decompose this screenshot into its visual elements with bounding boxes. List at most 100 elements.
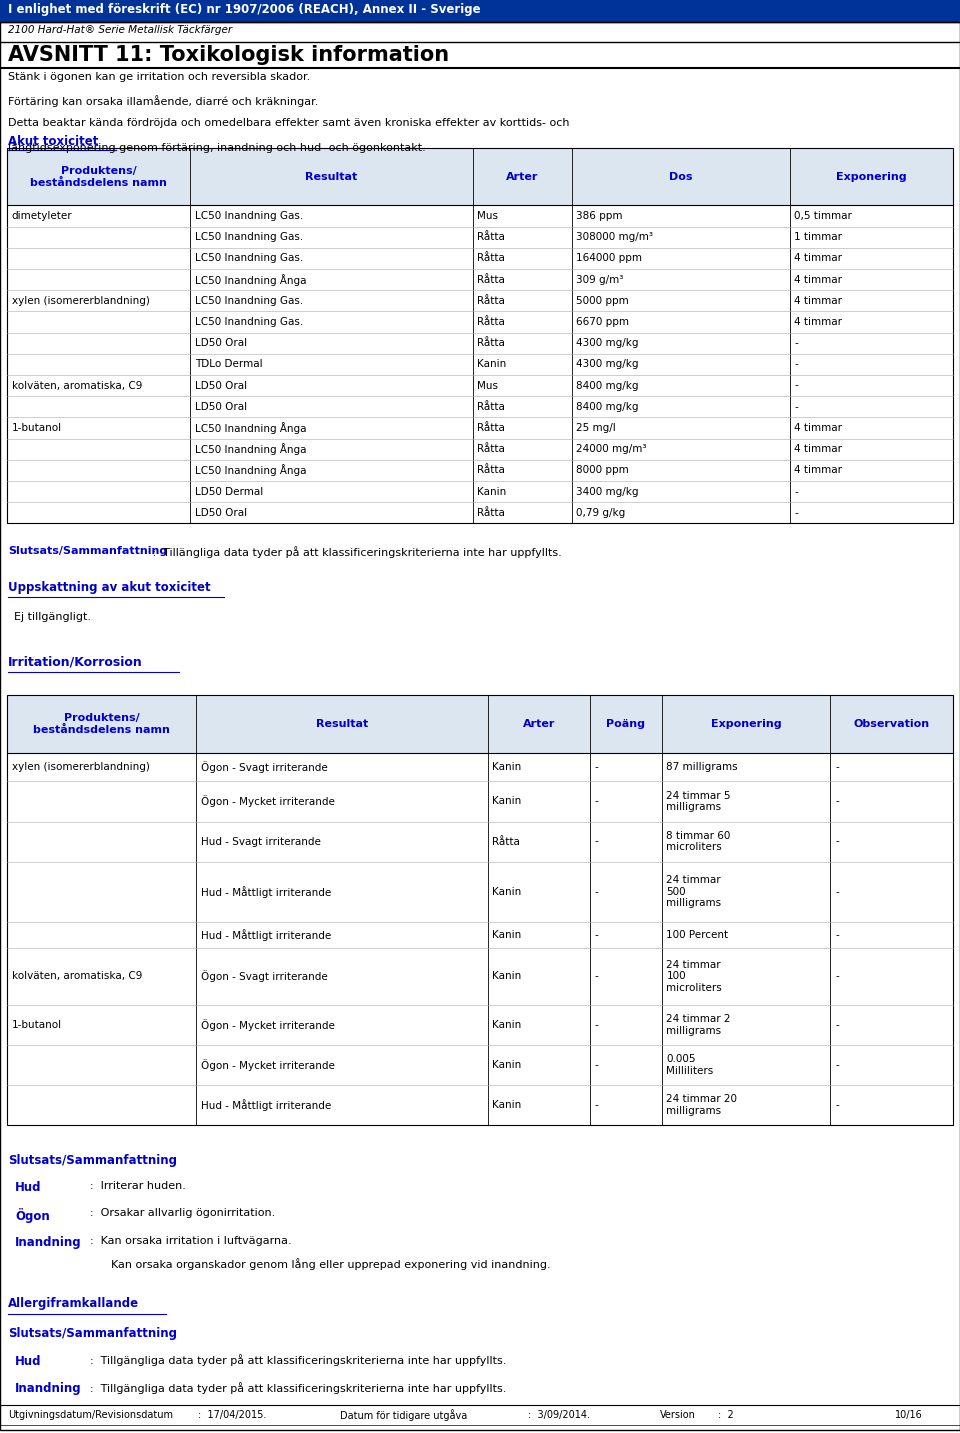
Text: -: -: [595, 1101, 598, 1111]
Text: Hud: Hud: [15, 1181, 41, 1194]
Bar: [7, 695, 953, 752]
Text: 24 timmar
500
milligrams: 24 timmar 500 milligrams: [666, 876, 722, 909]
Text: 0.005
Milliliters: 0.005 Milliliters: [666, 1055, 713, 1076]
Text: 386 ppm: 386 ppm: [576, 211, 623, 221]
Bar: [7, 148, 953, 523]
Text: Råtta: Råtta: [477, 295, 505, 305]
Text: Råtta: Råtta: [477, 466, 505, 476]
Text: :  2: : 2: [718, 1410, 733, 1420]
Text: Kanin: Kanin: [492, 797, 521, 807]
Text: 2100 Hard-Hat® Serie Metallisk Täckfärger: 2100 Hard-Hat® Serie Metallisk Täckfärge…: [8, 24, 232, 34]
Text: Kan orsaka organskador genom lång eller upprepad exponering vid inandning.: Kan orsaka organskador genom lång eller …: [111, 1258, 551, 1271]
Text: Kanin: Kanin: [492, 1020, 521, 1030]
Text: kolväten, aromatiska, C9: kolväten, aromatiska, C9: [12, 381, 142, 391]
Text: långtidsexponering genom förtäring, inandning och hud- och ögonkontakt.: långtidsexponering genom förtäring, inan…: [8, 140, 425, 153]
Text: Allergiframkallande: Allergiframkallande: [8, 1297, 139, 1310]
Text: :  Orsakar allvarlig ögonirritation.: : Orsakar allvarlig ögonirritation.: [90, 1208, 276, 1218]
Text: -: -: [835, 1020, 839, 1030]
Text: LC50 Inandning Ånga: LC50 Inandning Ånga: [195, 464, 306, 476]
Text: 4 timmar: 4 timmar: [794, 254, 842, 264]
Text: Stänk i ögonen kan ge irritation och reversibla skador.: Stänk i ögonen kan ge irritation och rev…: [8, 72, 310, 82]
Text: Irritation/Korrosion: Irritation/Korrosion: [8, 655, 143, 668]
Bar: [7, 148, 953, 205]
Text: -: -: [794, 401, 798, 411]
Text: Råtta: Råtta: [477, 401, 505, 411]
Text: Förtäring kan orsaka illamående, diarré och kräkningar.: Förtäring kan orsaka illamående, diarré …: [8, 95, 319, 107]
Text: 0,79 g/kg: 0,79 g/kg: [576, 507, 626, 517]
Text: Råtta: Råtta: [477, 275, 505, 285]
Text: Kanin: Kanin: [492, 887, 521, 897]
Text: Slutsats/Sammanfattning: Slutsats/Sammanfattning: [8, 546, 167, 556]
Text: -: -: [835, 762, 839, 772]
Text: Kanin: Kanin: [492, 972, 521, 982]
Text: -: -: [794, 360, 798, 370]
Text: Detta beaktar kända fördröjda och omedelbara effekter samt även kroniska effekte: Detta beaktar kända fördröjda och omedel…: [8, 118, 569, 128]
Text: Ögon - Mycket irriterande: Ögon - Mycket irriterande: [201, 795, 335, 807]
Text: Kanin: Kanin: [477, 487, 507, 497]
Text: :  Irriterar huden.: : Irriterar huden.: [90, 1181, 185, 1191]
Text: LD50 Oral: LD50 Oral: [195, 338, 247, 348]
Text: LC50 Inandning Gas.: LC50 Inandning Gas.: [195, 317, 303, 327]
Text: -: -: [595, 1020, 598, 1030]
Text: Arter: Arter: [506, 172, 539, 182]
Text: Mus: Mus: [477, 381, 498, 391]
Text: -: -: [835, 837, 839, 847]
Text: LC50 Inandning Gas.: LC50 Inandning Gas.: [195, 232, 303, 242]
Text: Inandning: Inandning: [15, 1235, 82, 1248]
Text: Ej tillgängligt.: Ej tillgängligt.: [14, 612, 91, 622]
Text: Ögon - Mycket irriterande: Ögon - Mycket irriterande: [201, 1019, 335, 1030]
Text: 8 timmar 60
microliters: 8 timmar 60 microliters: [666, 831, 731, 853]
Text: 0,5 timmar: 0,5 timmar: [794, 211, 852, 221]
Text: Hud: Hud: [15, 1354, 41, 1367]
Text: 4300 mg/kg: 4300 mg/kg: [576, 360, 639, 370]
Text: LC50 Inandning Ånga: LC50 Inandning Ånga: [195, 274, 306, 285]
Text: -: -: [595, 762, 598, 772]
Text: LC50 Inandning Gas.: LC50 Inandning Gas.: [195, 211, 303, 221]
Text: Råtta: Råtta: [477, 232, 505, 242]
Text: LC50 Inandning Ånga: LC50 Inandning Ånga: [195, 443, 306, 456]
Text: Ögon - Mycket irriterande: Ögon - Mycket irriterande: [201, 1059, 335, 1070]
Text: LD50 Dermal: LD50 Dermal: [195, 487, 263, 497]
Text: 4 timmar: 4 timmar: [794, 295, 842, 305]
Text: Dos: Dos: [669, 172, 692, 182]
Text: 87 milligrams: 87 milligrams: [666, 762, 738, 772]
Text: 1 timmar: 1 timmar: [794, 232, 842, 242]
Text: -: -: [835, 1101, 839, 1111]
Text: Produktens/
beståndsdelens namn: Produktens/ beståndsdelens namn: [30, 166, 167, 188]
Text: -: -: [794, 487, 798, 497]
Text: 6670 ppm: 6670 ppm: [576, 317, 630, 327]
Text: Ögon - Svagt irriterande: Ögon - Svagt irriterande: [201, 970, 327, 982]
Text: Ögon - Svagt irriterande: Ögon - Svagt irriterande: [201, 761, 327, 772]
Text: Kanin: Kanin: [492, 762, 521, 772]
Text: LD50 Oral: LD50 Oral: [195, 381, 247, 391]
Text: 8400 mg/kg: 8400 mg/kg: [576, 401, 639, 411]
Text: Exponering: Exponering: [710, 719, 781, 729]
Text: 4 timmar: 4 timmar: [794, 444, 842, 454]
Text: Uppskattning av akut toxicitet: Uppskattning av akut toxicitet: [8, 580, 210, 593]
Text: -: -: [595, 930, 598, 940]
Text: 4 timmar: 4 timmar: [794, 317, 842, 327]
Text: :  3/09/2014.: : 3/09/2014.: [528, 1410, 590, 1420]
Text: :  Tillängliga data tyder på att klassificeringskriterierna inte har uppfyllts.: : Tillängliga data tyder på att klassifi…: [149, 546, 562, 559]
Text: kolväten, aromatiska, C9: kolväten, aromatiska, C9: [12, 972, 142, 982]
Text: 8000 ppm: 8000 ppm: [576, 466, 629, 476]
Text: Hud - Måttligt irriterande: Hud - Måttligt irriterande: [201, 1099, 331, 1111]
Text: 24 timmar 20
milligrams: 24 timmar 20 milligrams: [666, 1095, 737, 1116]
Text: :  17/04/2015.: : 17/04/2015.: [198, 1410, 266, 1420]
Text: 309 g/m³: 309 g/m³: [576, 275, 624, 285]
Text: 4 timmar: 4 timmar: [794, 275, 842, 285]
Text: Hud - Måttligt irriterande: Hud - Måttligt irriterande: [201, 886, 331, 897]
Text: Inandning: Inandning: [15, 1381, 82, 1394]
Text: 10/16: 10/16: [895, 1410, 923, 1420]
Text: LC50 Inandning Gas.: LC50 Inandning Gas.: [195, 295, 303, 305]
Text: 4 timmar: 4 timmar: [794, 466, 842, 476]
Text: Resultat: Resultat: [316, 719, 368, 729]
Text: Utgivningsdatum/Revisionsdatum: Utgivningsdatum/Revisionsdatum: [8, 1410, 173, 1420]
Text: -: -: [595, 887, 598, 897]
Text: -: -: [595, 797, 598, 807]
Text: 4 timmar: 4 timmar: [794, 423, 842, 433]
Text: Resultat: Resultat: [305, 172, 357, 182]
Text: LC50 Inandning Gas.: LC50 Inandning Gas.: [195, 254, 303, 264]
Text: Kanin: Kanin: [492, 1101, 521, 1111]
Text: Kanin: Kanin: [477, 360, 507, 370]
